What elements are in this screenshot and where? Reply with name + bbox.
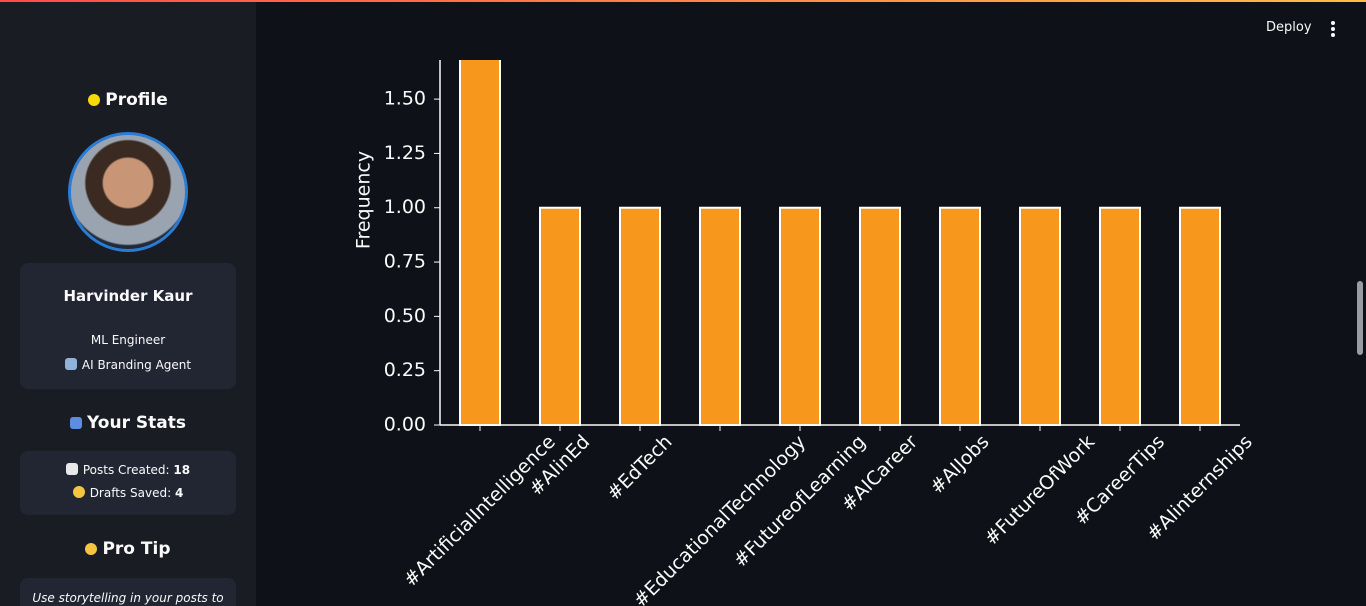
drafts-row: Drafts Saved: 4 bbox=[20, 486, 236, 500]
tip-heading: Pro Tip bbox=[0, 539, 256, 559]
bar bbox=[939, 206, 981, 426]
y-tick-label: 0.00 bbox=[384, 414, 426, 436]
y-tick-label: 0.50 bbox=[384, 305, 426, 327]
y-tick-label: 0.25 bbox=[384, 359, 426, 381]
role: ML Engineer bbox=[90, 333, 166, 347]
bar-group bbox=[459, 60, 1221, 426]
bar bbox=[779, 206, 821, 426]
drafts-value: 4 bbox=[174, 486, 184, 500]
bar bbox=[859, 206, 901, 426]
drafts-label: Drafts Saved: bbox=[89, 486, 172, 500]
menu-button[interactable] bbox=[1331, 21, 1335, 39]
profile-card: Harvinder Kaur ML Engineer AI Branding A… bbox=[20, 263, 236, 389]
stats-card: Posts Created: 18 Drafts Saved: 4 bbox=[20, 451, 236, 515]
posts-value: 18 bbox=[173, 463, 191, 477]
chart: Frequency 0.00 0.25 0.50 0.75 1.00 1.25 1.50 #A… bbox=[353, 60, 1257, 606]
y-tick-label: 0.75 bbox=[384, 251, 426, 273]
stats-heading: Your Stats bbox=[0, 413, 256, 433]
x-tick-label: #FutureOfWork bbox=[980, 431, 1099, 550]
tagline-row: AI Branding Agent bbox=[20, 358, 236, 372]
tip-card: Use storytelling in your posts to bbox=[20, 578, 236, 606]
tip-text: Use storytelling in your posts to bbox=[32, 591, 224, 605]
bar bbox=[699, 206, 741, 426]
bar bbox=[1019, 206, 1061, 426]
bar bbox=[619, 206, 661, 426]
y-axis-label: Frequency bbox=[353, 151, 375, 249]
posts-row: Posts Created: 18 bbox=[20, 463, 236, 477]
name: Harvinder Kaur bbox=[63, 287, 193, 305]
bar bbox=[459, 60, 501, 426]
y-tick-label: 1.00 bbox=[384, 196, 426, 218]
bar bbox=[539, 206, 581, 426]
deploy-button[interactable]: Deploy bbox=[1266, 20, 1312, 35]
posts-label: Posts Created: bbox=[82, 463, 170, 477]
x-tick-label: #ArtificialIntelligence bbox=[400, 431, 560, 591]
tagline: AI Branding Agent bbox=[81, 358, 192, 372]
bar bbox=[1099, 206, 1141, 426]
y-tick-label: 1.25 bbox=[384, 142, 426, 164]
top-accent bbox=[0, 0, 1366, 2]
x-tick-label: #EdTech bbox=[603, 431, 677, 505]
sidebar: Profile Harvinder Kaur ML Engineer AI Br… bbox=[0, 2, 256, 606]
scrollbar[interactable] bbox=[1357, 281, 1363, 355]
avatar bbox=[68, 132, 188, 252]
profile-heading: Profile bbox=[0, 90, 256, 110]
y-tick-label: 1.50 bbox=[384, 88, 426, 110]
tip-title: Pro Tip bbox=[102, 539, 171, 559]
profile-title: Profile bbox=[105, 90, 168, 110]
bar bbox=[1179, 206, 1221, 426]
x-tick-label: #AIJobs bbox=[926, 431, 994, 499]
stats-title: Your Stats bbox=[87, 413, 186, 433]
